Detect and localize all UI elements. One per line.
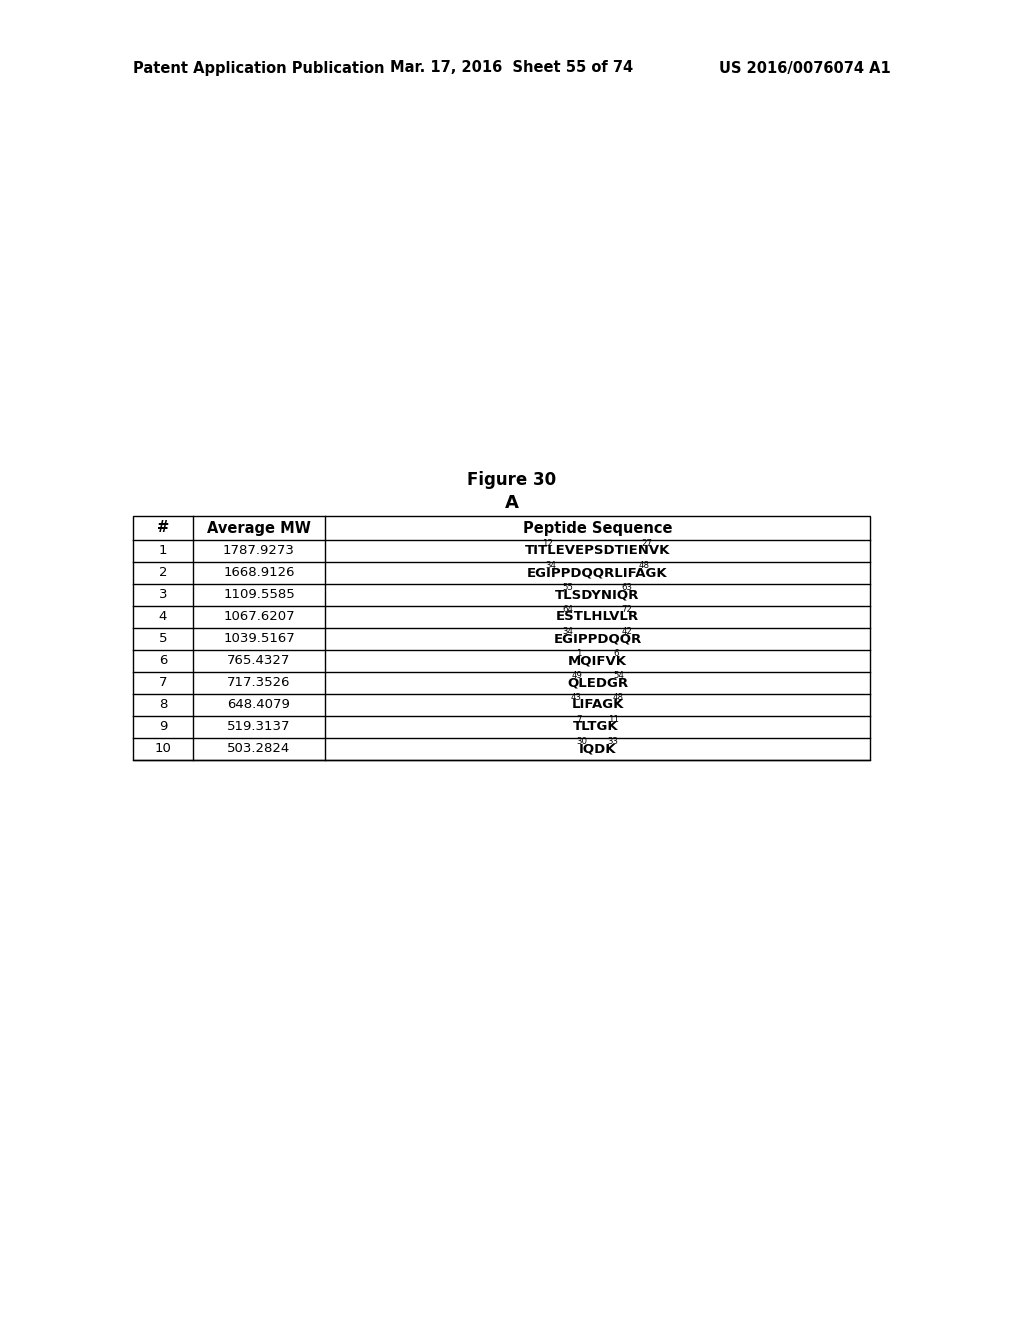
Text: 1: 1	[575, 648, 582, 657]
Text: 7: 7	[159, 676, 167, 689]
Text: 1787.9273: 1787.9273	[223, 544, 295, 557]
Text: 7: 7	[577, 714, 582, 723]
Text: 49: 49	[571, 671, 582, 680]
Text: Peptide Sequence: Peptide Sequence	[522, 520, 672, 536]
Text: TLTGK: TLTGK	[572, 721, 618, 734]
Text: US 2016/0076074 A1: US 2016/0076074 A1	[719, 61, 891, 75]
Text: 27: 27	[642, 539, 652, 548]
Text: 3: 3	[159, 589, 167, 602]
Text: 503.2824: 503.2824	[227, 742, 291, 755]
Text: Figure 30: Figure 30	[467, 471, 557, 488]
Text: TITLEVEPSDTIENVK: TITLEVEPSDTIENVK	[525, 544, 670, 557]
Text: 33: 33	[607, 737, 618, 746]
Text: EGIPPDQQRLIFAGK: EGIPPDQQRLIFAGK	[527, 566, 668, 579]
Text: 48: 48	[639, 561, 650, 569]
Text: 519.3137: 519.3137	[227, 721, 291, 734]
Text: 6: 6	[613, 648, 620, 657]
Text: Patent Application Publication: Patent Application Publication	[133, 61, 384, 75]
Text: 1668.9126: 1668.9126	[223, 566, 295, 579]
Text: 42: 42	[622, 627, 633, 635]
Text: 5: 5	[159, 632, 167, 645]
Text: #: #	[157, 520, 169, 536]
Text: 34: 34	[562, 627, 573, 635]
Text: 648.4079: 648.4079	[227, 698, 291, 711]
Text: LIFAGK: LIFAGK	[571, 698, 624, 711]
Text: 1067.6207: 1067.6207	[223, 610, 295, 623]
Text: 1: 1	[159, 544, 167, 557]
Text: 2: 2	[159, 566, 167, 579]
Text: 10: 10	[155, 742, 171, 755]
Text: ESTLHLVLR: ESTLHLVLR	[556, 610, 639, 623]
Text: 9: 9	[159, 721, 167, 734]
Text: EGIPPDQQR: EGIPPDQQR	[553, 632, 642, 645]
Text: 1109.5585: 1109.5585	[223, 589, 295, 602]
Text: 765.4327: 765.4327	[227, 655, 291, 668]
Text: 34: 34	[545, 561, 556, 569]
Text: QLEDGR: QLEDGR	[567, 676, 628, 689]
Text: 717.3526: 717.3526	[227, 676, 291, 689]
Text: 48: 48	[613, 693, 624, 701]
Text: 30: 30	[577, 737, 588, 746]
Text: IQDK: IQDK	[579, 742, 616, 755]
Text: 8: 8	[159, 698, 167, 711]
Text: 6: 6	[159, 655, 167, 668]
Text: 64: 64	[562, 605, 573, 614]
Text: 54: 54	[613, 671, 624, 680]
Text: 11: 11	[608, 714, 620, 723]
Text: Average MW: Average MW	[207, 520, 311, 536]
Text: Mar. 17, 2016  Sheet 55 of 74: Mar. 17, 2016 Sheet 55 of 74	[390, 61, 634, 75]
Text: 63: 63	[622, 582, 633, 591]
Text: 12: 12	[543, 539, 553, 548]
Bar	[133, 516, 870, 760]
Text: 72: 72	[622, 605, 633, 614]
Text: 1039.5167: 1039.5167	[223, 632, 295, 645]
Text: TLSDYNIQR: TLSDYNIQR	[555, 589, 640, 602]
Text: 55: 55	[562, 582, 573, 591]
Text: MQIFVK: MQIFVK	[568, 655, 627, 668]
Text: A: A	[505, 494, 519, 512]
Text: 4: 4	[159, 610, 167, 623]
Text: 43: 43	[571, 693, 582, 701]
